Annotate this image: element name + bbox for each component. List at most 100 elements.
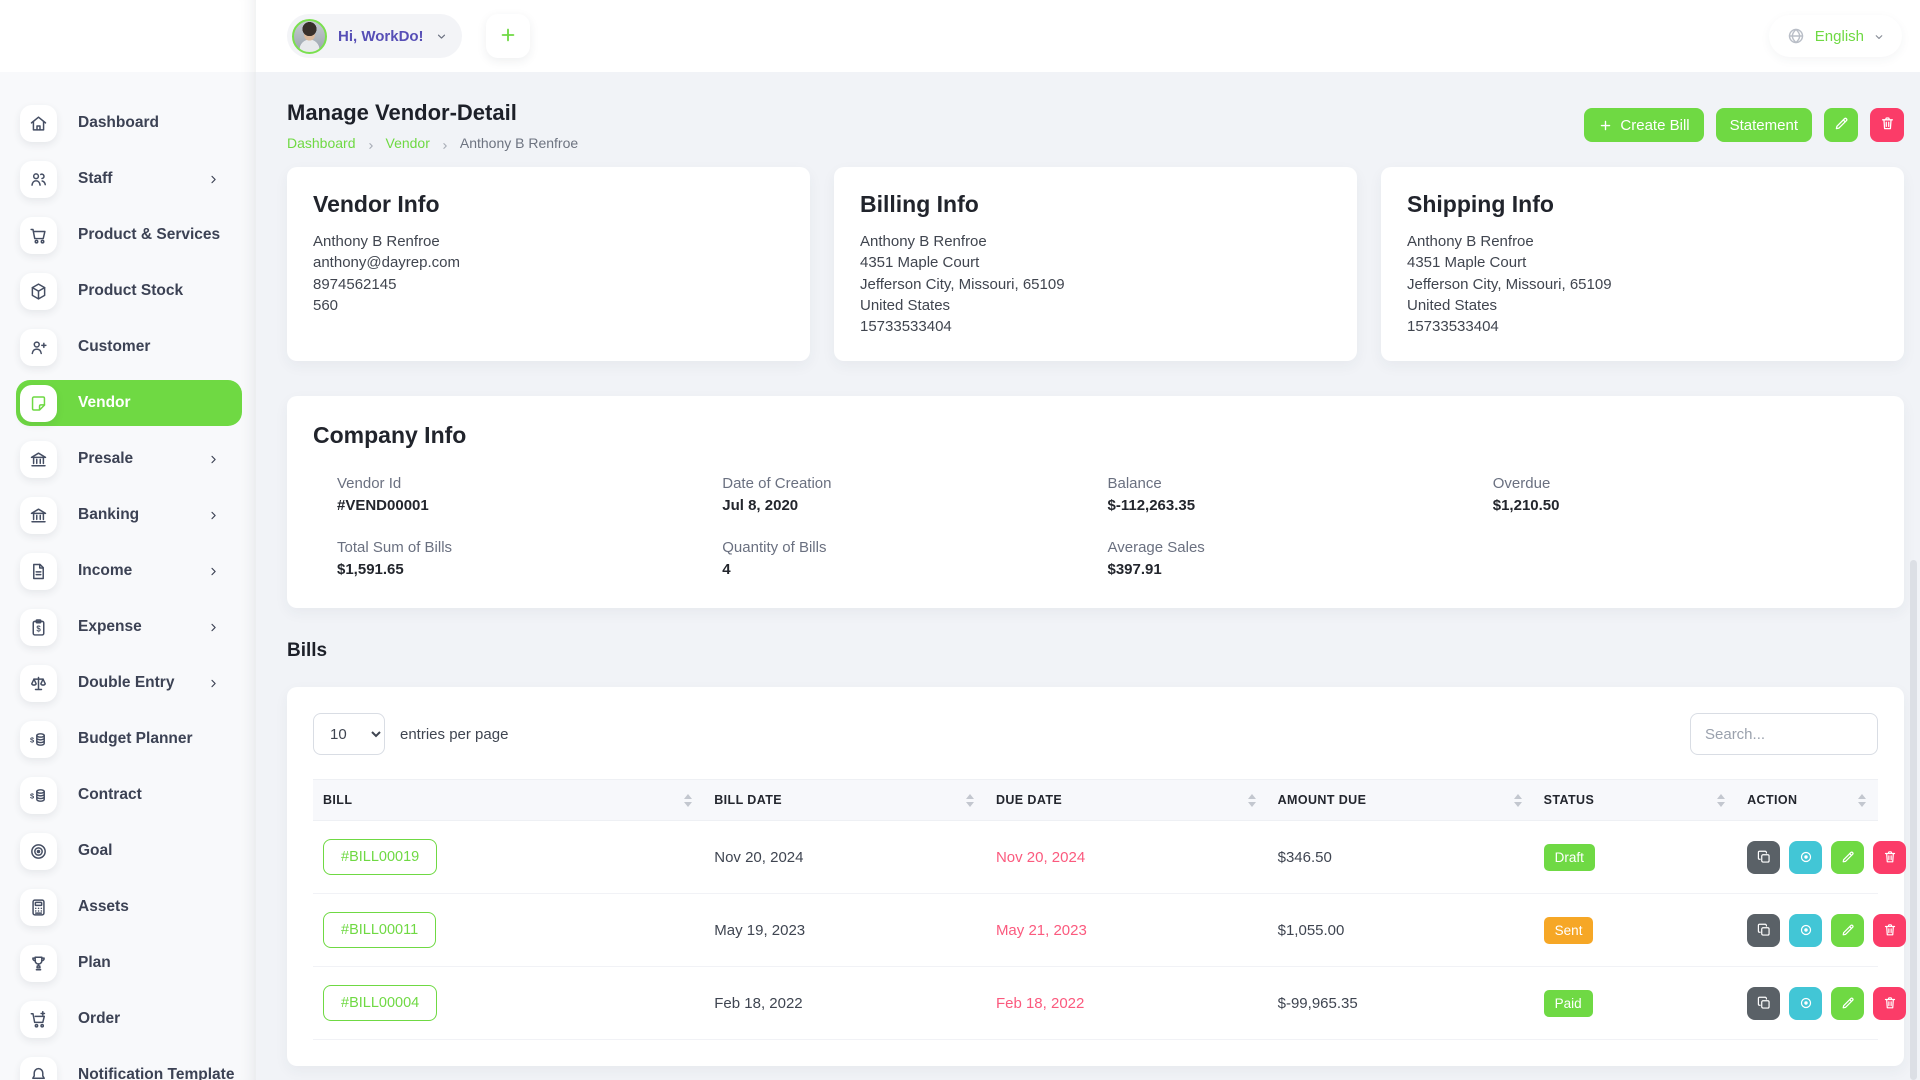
eye-button[interactable] [1789, 913, 1823, 947]
column-header-bill[interactable]: BILL [313, 779, 705, 822]
field-value: 4 [722, 561, 731, 579]
sidebar-item-presale[interactable]: Presale [16, 436, 242, 482]
card-title: Company Info [313, 422, 467, 449]
table-row: #BILL00019 Nov 20, 2024 Nov 20, 2024 $346.5… [313, 820, 1907, 895]
sort-icon[interactable] [1513, 793, 1522, 807]
bills-section-title: Bills [287, 640, 328, 662]
add-button[interactable] [485, 14, 530, 58]
sidebar-item-customer[interactable]: Customer [16, 324, 242, 370]
breadcrumb: Dashboard Vendor Anthony B Renfroe [287, 135, 578, 151]
page-scrollbar[interactable] [1910, 560, 1917, 1080]
sidebar-item-staff[interactable]: Staff [16, 156, 242, 202]
page-actions: Create Bill Statement [1584, 108, 1904, 142]
sidebar-item-contract[interactable]: $ Contract [16, 772, 242, 818]
breadcrumb-current: Anthony B Renfroe [459, 135, 579, 151]
sidebar-item-label: Double Entry [78, 674, 175, 691]
user-greeting: Hi, WorkDo! [338, 27, 424, 45]
sidebar-item-order[interactable]: Order [16, 996, 242, 1042]
sort-icon[interactable] [1858, 793, 1866, 807]
entries-per-page-select[interactable]: 10 [313, 713, 385, 756]
field-value: $397.91 [1107, 561, 1162, 579]
pencil-button[interactable] [1831, 986, 1865, 1020]
trash-icon [1879, 115, 1896, 136]
sidebar-item-dashboard[interactable]: Dashboard [16, 100, 242, 146]
bill-number-link[interactable]: #BILL00011 [323, 912, 437, 949]
pencil-button[interactable] [1831, 913, 1865, 947]
statement-button[interactable]: Statement [1715, 108, 1812, 142]
trash-button[interactable] [1873, 986, 1907, 1020]
svg-text:$: $ [30, 791, 35, 800]
trash-button[interactable] [1873, 840, 1907, 874]
eye-button[interactable] [1789, 986, 1823, 1020]
bills-card: 10 entries per page BILL BILL DATE DUE DAT… [287, 687, 1907, 1067]
sort-icon[interactable] [965, 793, 974, 807]
trash-button[interactable] [1873, 913, 1907, 947]
user-menu-button[interactable]: Hi, WorkDo! [287, 14, 462, 58]
pencil-button[interactable] [1831, 840, 1865, 874]
sidebar-item-assets[interactable]: Assets [16, 884, 242, 930]
sidebar-item-product-services[interactable]: Product & Services [16, 212, 242, 258]
copy-button[interactable] [1747, 986, 1781, 1020]
chevron-right-icon [366, 138, 376, 149]
company-field-date-of-creation: Date of Creation Jul 8, 2020 [722, 475, 1107, 514]
delete-vendor-button[interactable] [1870, 108, 1904, 142]
row-actions [1747, 913, 1907, 947]
sidebar-item-product-stock[interactable]: Product Stock [16, 268, 242, 314]
card-title: Shipping Info [1407, 191, 1554, 217]
column-header-amount-due[interactable]: AMOUNT DUE [1267, 779, 1534, 822]
sidebar-item-expense[interactable]: $ Expense [16, 604, 242, 650]
sidebar-item-double-entry[interactable]: Double Entry [16, 660, 242, 706]
sidebar-item-label: Banking [78, 506, 140, 523]
sidebar-item-notification-template[interactable]: Notification Template [16, 1052, 242, 1080]
sidebar-item-goal[interactable]: Goal [16, 828, 242, 874]
cart-plus-icon [20, 1000, 57, 1038]
bill-date-cell: May 19, 2023 [704, 893, 986, 968]
sort-icon[interactable] [684, 793, 693, 807]
sidebar-item-income[interactable]: Income [16, 548, 242, 594]
field-value: $1,210.50 [1492, 497, 1560, 515]
bill-number-link[interactable]: #BILL00019 [323, 839, 438, 876]
plus-icon [498, 25, 518, 48]
sidebar-item-plan[interactable]: Plan [16, 940, 242, 986]
users-icon [20, 160, 57, 198]
info-line: 15733533404 [1407, 318, 1499, 336]
bell-icon [20, 1056, 57, 1080]
sidebar-item-banking[interactable]: Banking [16, 492, 242, 538]
info-line: Anthony B Renfroe [1407, 233, 1534, 250]
home-icon [20, 104, 57, 142]
copy-button[interactable] [1747, 913, 1781, 947]
chevron-down-icon [435, 30, 448, 43]
top-bar: Hi, WorkDo! English [256, 0, 1920, 72]
sort-icon[interactable] [1717, 793, 1726, 807]
sidebar-item-budget-planner[interactable]: $ Budget Planner [16, 716, 242, 762]
chevron-right-icon [207, 453, 220, 466]
breadcrumb-dashboard[interactable]: Dashboard [287, 135, 356, 151]
coins-icon: $ [20, 720, 57, 758]
sort-icon[interactable] [1247, 793, 1256, 807]
sidebar-menu: Dashboard Staff Product & Services Product … [0, 100, 256, 1080]
sidebar-item-label: Staff [78, 170, 113, 187]
search-input[interactable] [1690, 713, 1878, 756]
field-label: Date of Creation [722, 475, 832, 493]
eye-button[interactable] [1789, 840, 1823, 874]
file-text-icon [20, 552, 57, 590]
column-header-bill-date[interactable]: BILL DATE [704, 779, 986, 822]
table-row: #BILL00011 May 19, 2023 May 21, 2023 $1,055… [313, 893, 1907, 968]
language-selector[interactable]: English [1768, 15, 1902, 57]
due-date-cell: Nov 20, 2024 [985, 820, 1268, 895]
sidebar-item-label: Vendor [78, 394, 131, 411]
edit-vendor-button[interactable] [1824, 108, 1858, 142]
column-header-action[interactable]: ACTION [1737, 779, 1878, 822]
column-header-status[interactable]: STATUS [1533, 779, 1738, 822]
copy-button[interactable] [1747, 840, 1781, 874]
create-bill-button[interactable]: Create Bill [1584, 108, 1704, 142]
status-badge: Sent [1543, 916, 1594, 944]
sidebar-item-vendor[interactable]: Vendor [16, 380, 242, 426]
sidebar-item-label: Plan [78, 954, 111, 971]
bill-number-link[interactable]: #BILL00004 [323, 985, 438, 1022]
column-header-due-date[interactable]: DUE DATE [985, 779, 1268, 822]
info-line: Anthony B Renfroe [313, 233, 440, 250]
pencil-icon [1833, 115, 1850, 136]
sidebar-item-label: Income [78, 562, 133, 579]
breadcrumb-vendor[interactable]: Vendor [385, 135, 430, 151]
